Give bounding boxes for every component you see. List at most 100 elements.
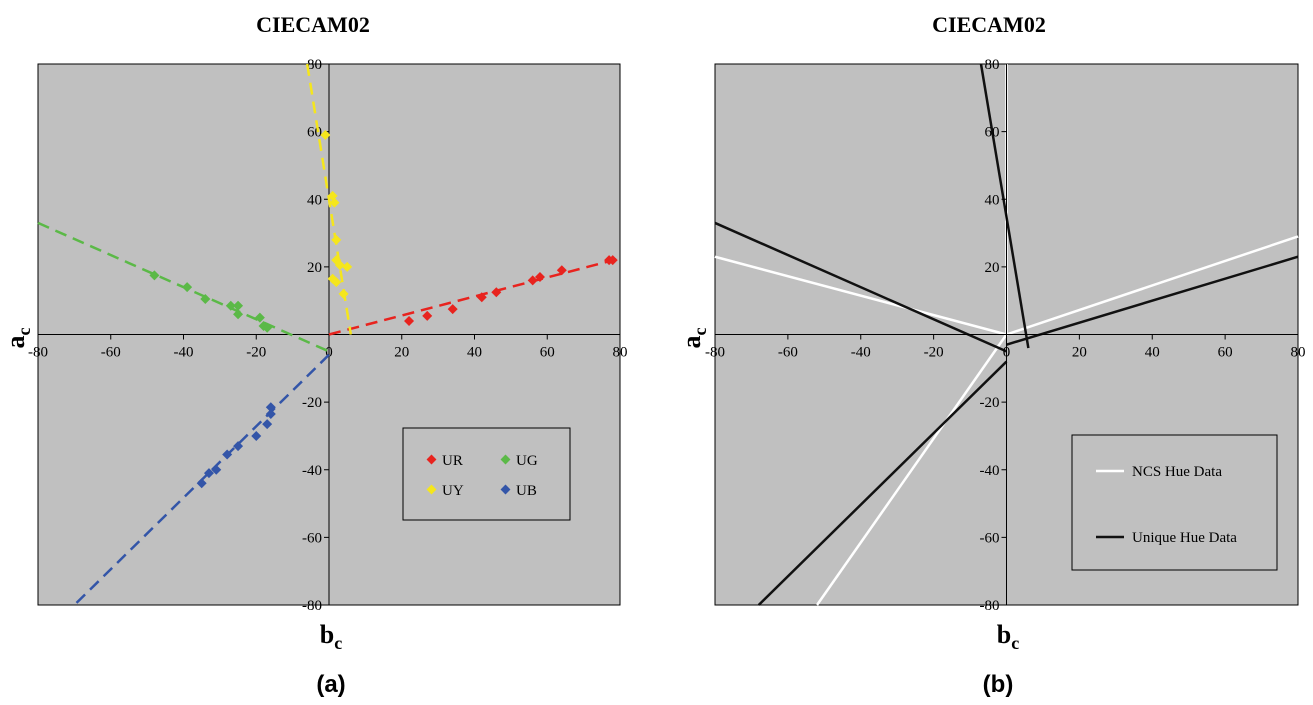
legend-ug-label: UG (516, 453, 538, 469)
y-tick-label: -60 (302, 530, 322, 546)
data-point-ub (265, 402, 276, 413)
unique-hue-line (714, 221, 1008, 353)
panel-a-ylabel: ac (1, 328, 34, 349)
panel-a-ylabel-sub: c (14, 328, 34, 336)
data-point-ub (203, 468, 214, 479)
x-tick-label: 40 (467, 345, 482, 361)
x-tick-label: 60 (1218, 345, 1233, 361)
legend-ur-label: UR (442, 453, 463, 469)
y-tick-label: 20 (985, 260, 1000, 276)
fit-line-ur (328, 257, 621, 336)
x-tick-label: -60 (778, 345, 798, 361)
ncs-hue-line (714, 255, 1007, 336)
panel-a-xlabel-sub: c (334, 633, 342, 653)
panel-b-xlabel-sub: c (1011, 633, 1019, 653)
panel-b-ticks: -80 -60 -40 -20 0 20 40 60 80 80 60 40 20 -20 -40 -60 -8… (705, 57, 1306, 614)
data-point-ub (262, 419, 273, 430)
x-tick-label: 40 (1145, 345, 1160, 361)
panel-b-ylabel-sub: c (690, 328, 710, 336)
x-tick-label: -80 (705, 345, 725, 361)
data-point-ub (196, 478, 207, 489)
x-tick-label: -60 (101, 345, 121, 361)
panel-a-legend: UR UG UY UB (402, 427, 571, 521)
data-point-ub (211, 464, 222, 475)
x-tick-label: 80 (1291, 345, 1306, 361)
y-tick-label: -40 (302, 463, 322, 479)
data-point-ub (233, 441, 244, 452)
data-point-ur (422, 310, 433, 321)
data-point-ug (149, 270, 160, 281)
panel-a-label: (a) (316, 671, 345, 698)
data-point-ur (447, 304, 458, 315)
panel-b-title: CIECAM02 (932, 12, 1046, 37)
panel-a-ylabel-main: a (1, 336, 30, 349)
y-tick-label: 60 (985, 125, 1000, 141)
unique-hue-line (979, 63, 1030, 349)
data-point-uy (320, 130, 331, 141)
panel-b-ylabel: ac (677, 328, 710, 349)
data-point-uy (331, 277, 342, 288)
legend-ub-marker (500, 484, 511, 495)
data-point-ug (262, 322, 273, 333)
y-tick-label: 20 (307, 260, 322, 276)
panel-b-legend-box (1071, 434, 1278, 571)
data-point-ub (265, 408, 276, 419)
x-tick-label: 60 (540, 345, 555, 361)
legend-ub-label: UB (516, 483, 537, 499)
panel-a-points (149, 130, 618, 489)
legend-unique-label: Unique Hue Data (1132, 530, 1237, 546)
data-point-ug (225, 300, 236, 311)
legend-ncs-label: NCS Hue Data (1132, 464, 1222, 480)
panel-b-legend: NCS Hue Data Unique Hue Data (1071, 434, 1278, 571)
x-tick-label: -40 (174, 345, 194, 361)
y-tick-label: -40 (980, 463, 1000, 479)
x-tick-label: 0 (1003, 345, 1011, 361)
legend-uy-label: UY (442, 483, 464, 499)
y-tick-label: -80 (302, 598, 322, 614)
data-point-uy (334, 260, 345, 271)
y-tick-label: 80 (307, 57, 322, 73)
ncs-hue-line (1006, 235, 1299, 336)
x-tick-label: -80 (28, 345, 48, 361)
ncs-hue-line (816, 333, 1008, 606)
panel-b-xlabel-main: b (997, 620, 1011, 649)
y-tick-label: -80 (980, 598, 1000, 614)
data-point-ur (607, 255, 618, 266)
panel-a-legend-box (402, 427, 571, 521)
panel-a-ticks: -80 -60 -40 -20 0 20 40 60 80 80 60 40 20 -20 -40 -60 -8… (28, 57, 628, 614)
x-tick-label: -40 (851, 345, 871, 361)
data-point-ur (556, 265, 567, 276)
data-point-ug (233, 300, 244, 311)
y-tick-label: 80 (985, 57, 1000, 73)
data-point-ur (404, 315, 415, 326)
data-point-ur (534, 272, 545, 283)
y-tick-label: 40 (307, 192, 322, 208)
panel-b-label: (b) (983, 671, 1014, 698)
legend-ug-marker (500, 454, 511, 465)
x-tick-label: 20 (394, 345, 409, 361)
data-point-uy (331, 234, 342, 245)
x-tick-label: -20 (246, 345, 266, 361)
y-tick-label: -20 (302, 395, 322, 411)
data-point-uy (338, 288, 349, 299)
data-point-uy (329, 197, 340, 208)
data-point-ub (222, 449, 233, 460)
data-point-ug (200, 293, 211, 304)
data-point-ug (254, 312, 265, 323)
panel-a-title: CIECAM02 (256, 12, 370, 37)
unique-hue-line (757, 360, 1008, 606)
panel-b: CIECAM02 -80 -60 -40 -20 0 20 40 60 80 80 60 40 20 -2… (677, 12, 1306, 698)
panel-b-lines (714, 63, 1299, 606)
unique-hue-line (1006, 255, 1299, 346)
data-point-ur (527, 275, 538, 286)
data-point-ug (182, 282, 193, 293)
data-point-uy (342, 261, 353, 272)
x-tick-label: -20 (924, 345, 944, 361)
legend-uy-marker (426, 484, 437, 495)
x-tick-label: 20 (1072, 345, 1087, 361)
y-tick-label: 40 (985, 192, 1000, 208)
y-tick-label: -20 (980, 395, 1000, 411)
data-point-ug (233, 309, 244, 320)
panel-a-xlabel-main: b (320, 620, 334, 649)
